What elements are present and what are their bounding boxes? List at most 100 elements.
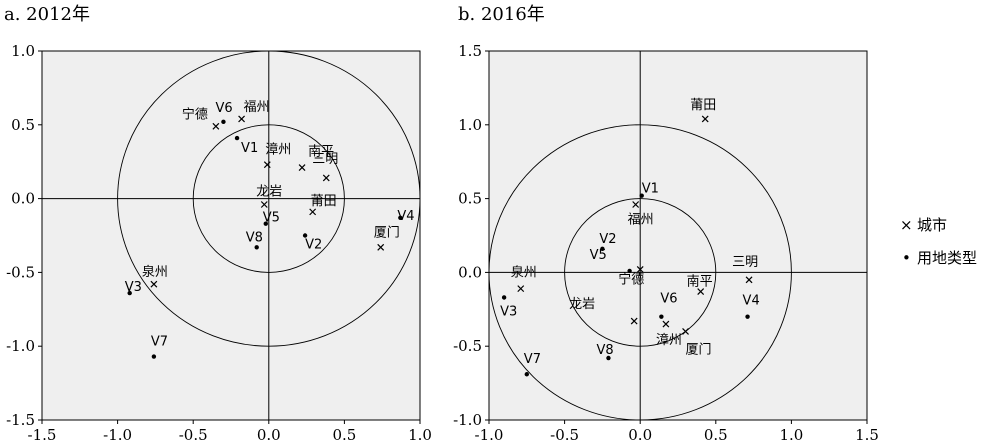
panel-b-ytick-label: 1.5	[458, 42, 482, 60]
land-label: V7	[151, 335, 168, 350]
city-label: 厦门	[686, 342, 712, 357]
panel-b-ytick-label: -1.0	[453, 411, 482, 429]
city-marker-stroke	[298, 164, 306, 172]
land-point-V5	[263, 221, 268, 226]
panel-b-ytick-label: 0.5	[458, 190, 482, 208]
land-label: V3	[500, 304, 517, 319]
city-label: 莆田	[690, 98, 716, 113]
panel-b-xtick-label: -1.0	[475, 426, 504, 444]
city-point-福州	[632, 201, 640, 208]
city-marker-stroke	[238, 115, 246, 123]
panel-b-ytick-label: 1.0	[458, 116, 482, 134]
city-label: 泉州	[142, 264, 168, 280]
land-point-V3	[127, 290, 132, 296]
panel-a-circle-0	[117, 50, 421, 347]
land-label: V5	[263, 211, 280, 226]
city-label: 宁德	[618, 271, 644, 287]
panel-a-xtick-label: -1.5	[28, 426, 57, 444]
city-marker-stroke	[260, 201, 268, 208]
land-point-V1	[234, 135, 240, 141]
city-label: 福州	[628, 213, 654, 228]
land-point-V8	[254, 245, 259, 250]
panel-b-circle-1	[564, 198, 717, 347]
land-label: V5	[590, 248, 607, 263]
land-point-V4	[745, 314, 750, 319]
city-point-泉州	[517, 285, 525, 293]
city-label: 漳州	[265, 142, 291, 158]
panel-b-frame	[488, 50, 868, 421]
panel-b-plot: -1.0 -0.5 0.0 0.5 1.0 1.5 1.5 1.0 0.5 0.0 -0.5 -1.0…	[453, 42, 879, 444]
city-point-南平	[298, 164, 306, 172]
city-label: 厦门	[374, 225, 400, 240]
city-label: 泉州	[511, 265, 537, 281]
land-point-V6	[659, 314, 664, 319]
legend: × 城市 • 用地类型	[900, 216, 977, 267]
legend-city-marker: ×	[900, 216, 913, 234]
city-point-漳州	[662, 320, 670, 328]
city-point-福州	[238, 115, 246, 123]
panel-b-title: b. 2016年	[458, 4, 545, 25]
panel-b-xtick-label: 0.5	[704, 426, 728, 444]
panel-a-xtick-label: 1.0	[408, 426, 432, 444]
panel-a-ytick-label: -1.5	[6, 411, 35, 429]
city-point-莆田	[701, 115, 709, 123]
legend-land-label: 用地类型	[917, 249, 977, 267]
land-label: V1	[241, 141, 258, 156]
land-point-V8	[606, 355, 611, 361]
city-point-三明	[322, 174, 330, 182]
city-marker-stroke	[377, 243, 385, 251]
city-point-龙岩	[260, 201, 268, 208]
land-label: V8	[596, 343, 613, 358]
land-point-V7	[524, 372, 529, 377]
panel-a-frame	[41, 50, 421, 421]
city-marker-stroke	[150, 280, 158, 288]
city-label: 宁德	[182, 106, 208, 122]
city-label: 南平	[687, 274, 713, 290]
city-label: 三明	[732, 255, 758, 270]
city-point-厦门	[377, 243, 385, 251]
panel-b-xtick-label: 1.0	[779, 426, 803, 444]
city-point-宁德	[636, 266, 644, 273]
land-label: V8	[246, 230, 263, 245]
panel-a-ytick-label: -0.5	[6, 263, 35, 281]
panel-b-xtick-label: 0.0	[628, 426, 652, 444]
panel-a-xtick-label: 0.0	[257, 426, 281, 444]
city-point-莆田	[309, 208, 317, 216]
city-marker-stroke	[263, 161, 271, 169]
panel-a-ytick-label: 0.0	[11, 190, 35, 208]
panel-b-xtick-label: 1.5	[855, 426, 879, 444]
city-point-泉州	[150, 280, 158, 288]
city-marker-stroke	[309, 208, 317, 216]
land-label: V4	[743, 294, 760, 309]
land-point-V7	[151, 354, 157, 359]
panel-b-ytick-label: -0.5	[453, 337, 482, 355]
panel-a-circle-1	[192, 124, 345, 273]
panel-a-xtick-label: -0.5	[179, 426, 208, 444]
land-label: V3	[125, 280, 142, 295]
city-marker-stroke	[701, 115, 709, 123]
city-label: 龙岩	[256, 185, 282, 200]
land-label: V1	[642, 182, 659, 197]
city-label: 三明	[312, 152, 338, 167]
panel-a-ytick-label: -1.0	[6, 337, 35, 355]
land-label: V7	[524, 352, 541, 367]
city-point-三明	[745, 276, 753, 284]
legend-city-label: 城市	[917, 216, 947, 234]
land-point-V2	[302, 233, 308, 238]
panel-a-title: a. 2012年	[4, 4, 90, 25]
city-label: 漳州	[656, 332, 682, 348]
city-marker-stroke	[630, 317, 638, 325]
panel-a-plot: -1.5 -1.0 -0.5 0.0 0.5 1.0 1.0 0.5 0.0 -0.5 -1.0 -1…	[6, 42, 432, 444]
city-marker-stroke	[662, 320, 670, 328]
panel-b-xtick-label: -0.5	[550, 426, 579, 444]
city-marker-stroke	[636, 266, 644, 273]
city-marker-stroke	[632, 201, 640, 208]
city-marker-stroke	[212, 122, 220, 130]
panel-a-xtick-label: 0.5	[332, 426, 356, 444]
land-label: V2	[599, 232, 616, 247]
land-point-V5	[627, 268, 632, 274]
city-label: 龙岩	[569, 297, 595, 312]
panel-b-ytick-label: 0.0	[458, 263, 482, 281]
city-marker-stroke	[517, 285, 525, 293]
